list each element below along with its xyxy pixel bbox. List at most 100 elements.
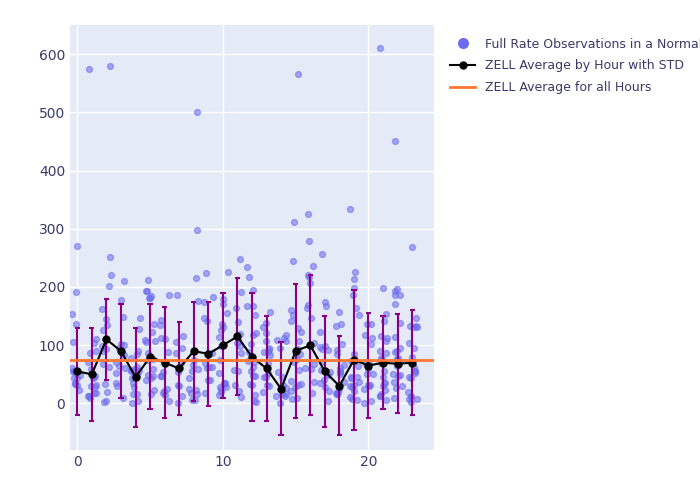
- Full Rate Observations in a Normal Point: [232, 335, 243, 343]
- Full Rate Observations in a Normal Point: [186, 388, 197, 396]
- Full Rate Observations in a Normal Point: [172, 291, 183, 299]
- Full Rate Observations in a Normal Point: [348, 276, 359, 283]
- Full Rate Observations in a Normal Point: [143, 276, 154, 284]
- Full Rate Observations in a Normal Point: [366, 334, 377, 342]
- Full Rate Observations in a Normal Point: [278, 381, 289, 389]
- Full Rate Observations in a Normal Point: [98, 360, 109, 368]
- Full Rate Observations in a Normal Point: [250, 310, 261, 318]
- Full Rate Observations in a Normal Point: [365, 320, 377, 328]
- Full Rate Observations in a Normal Point: [191, 226, 202, 234]
- Full Rate Observations in a Normal Point: [113, 362, 125, 370]
- Full Rate Observations in a Normal Point: [146, 390, 157, 398]
- Full Rate Observations in a Normal Point: [332, 346, 343, 354]
- Full Rate Observations in a Normal Point: [120, 364, 131, 372]
- Full Rate Observations in a Normal Point: [321, 302, 332, 310]
- Full Rate Observations in a Normal Point: [203, 376, 214, 384]
- Full Rate Observations in a Normal Point: [295, 380, 306, 388]
- Full Rate Observations in a Normal Point: [69, 379, 80, 387]
- Full Rate Observations in a Normal Point: [363, 360, 374, 368]
- Full Rate Observations in a Normal Point: [139, 336, 150, 344]
- Full Rate Observations in a Normal Point: [103, 282, 114, 290]
- Full Rate Observations in a Normal Point: [198, 314, 209, 322]
- Full Rate Observations in a Normal Point: [97, 342, 108, 350]
- Full Rate Observations in a Normal Point: [289, 218, 300, 226]
- Full Rate Observations in a Normal Point: [186, 366, 197, 374]
- Full Rate Observations in a Normal Point: [279, 392, 290, 400]
- Full Rate Observations in a Normal Point: [288, 257, 299, 265]
- Full Rate Observations in a Normal Point: [377, 374, 388, 382]
- Full Rate Observations in a Normal Point: [293, 338, 304, 345]
- Full Rate Observations in a Normal Point: [410, 367, 421, 375]
- Full Rate Observations in a Normal Point: [117, 394, 128, 402]
- Full Rate Observations in a Normal Point: [245, 340, 256, 348]
- Full Rate Observations in a Normal Point: [234, 387, 245, 395]
- ZELL Average by Hour with STD: [204, 351, 213, 357]
- Full Rate Observations in a Normal Point: [189, 356, 200, 364]
- Full Rate Observations in a Normal Point: [214, 356, 225, 364]
- Full Rate Observations in a Normal Point: [89, 388, 100, 396]
- Full Rate Observations in a Normal Point: [247, 331, 258, 339]
- Full Rate Observations in a Normal Point: [330, 322, 342, 330]
- Full Rate Observations in a Normal Point: [90, 389, 101, 397]
- Full Rate Observations in a Normal Point: [260, 320, 272, 328]
- Full Rate Observations in a Normal Point: [190, 274, 202, 282]
- Full Rate Observations in a Normal Point: [395, 344, 406, 352]
- Full Rate Observations in a Normal Point: [263, 346, 274, 354]
- Full Rate Observations in a Normal Point: [158, 389, 169, 397]
- Full Rate Observations in a Normal Point: [125, 354, 136, 362]
- ZELL Average by Hour with STD: [190, 348, 198, 354]
- Full Rate Observations in a Normal Point: [378, 379, 389, 387]
- Full Rate Observations in a Normal Point: [218, 300, 229, 308]
- Full Rate Observations in a Normal Point: [344, 205, 356, 213]
- Full Rate Observations in a Normal Point: [332, 390, 343, 398]
- Full Rate Observations in a Normal Point: [100, 314, 111, 322]
- Full Rate Observations in a Normal Point: [230, 381, 241, 389]
- Full Rate Observations in a Normal Point: [132, 350, 143, 358]
- Full Rate Observations in a Normal Point: [248, 398, 259, 406]
- Full Rate Observations in a Normal Point: [316, 345, 328, 353]
- ZELL Average by Hour with STD: [291, 348, 300, 354]
- ZELL Average by Hour with STD: [233, 334, 242, 340]
- Full Rate Observations in a Normal Point: [265, 308, 276, 316]
- Full Rate Observations in a Normal Point: [146, 328, 158, 336]
- Full Rate Observations in a Normal Point: [111, 382, 122, 390]
- Full Rate Observations in a Normal Point: [117, 313, 128, 321]
- Full Rate Observations in a Normal Point: [242, 356, 253, 364]
- Full Rate Observations in a Normal Point: [84, 348, 95, 356]
- Full Rate Observations in a Normal Point: [349, 284, 360, 292]
- Full Rate Observations in a Normal Point: [272, 368, 284, 376]
- Full Rate Observations in a Normal Point: [173, 368, 184, 376]
- Full Rate Observations in a Normal Point: [83, 392, 94, 400]
- Full Rate Observations in a Normal Point: [333, 308, 344, 316]
- Full Rate Observations in a Normal Point: [222, 310, 233, 318]
- ZELL Average by Hour with STD: [350, 357, 358, 363]
- ZELL Average by Hour with STD: [132, 374, 140, 380]
- Full Rate Observations in a Normal Point: [203, 363, 214, 371]
- Full Rate Observations in a Normal Point: [285, 306, 296, 314]
- Full Rate Observations in a Normal Point: [215, 385, 226, 393]
- Full Rate Observations in a Normal Point: [348, 291, 359, 299]
- Full Rate Observations in a Normal Point: [382, 334, 393, 342]
- Full Rate Observations in a Normal Point: [86, 365, 97, 373]
- Full Rate Observations in a Normal Point: [173, 364, 184, 372]
- Full Rate Observations in a Normal Point: [247, 372, 258, 380]
- Full Rate Observations in a Normal Point: [361, 320, 372, 328]
- Full Rate Observations in a Normal Point: [405, 374, 416, 382]
- Full Rate Observations in a Normal Point: [171, 350, 182, 358]
- Full Rate Observations in a Normal Point: [215, 383, 226, 391]
- Full Rate Observations in a Normal Point: [302, 304, 313, 312]
- Full Rate Observations in a Normal Point: [183, 384, 195, 392]
- Full Rate Observations in a Normal Point: [89, 372, 100, 380]
- Full Rate Observations in a Normal Point: [293, 70, 304, 78]
- Full Rate Observations in a Normal Point: [90, 381, 101, 389]
- Full Rate Observations in a Normal Point: [286, 395, 297, 403]
- Full Rate Observations in a Normal Point: [350, 304, 361, 312]
- Full Rate Observations in a Normal Point: [349, 380, 360, 388]
- Full Rate Observations in a Normal Point: [111, 379, 122, 387]
- Full Rate Observations in a Normal Point: [263, 344, 274, 352]
- Full Rate Observations in a Normal Point: [218, 380, 230, 388]
- Full Rate Observations in a Normal Point: [379, 316, 390, 324]
- Full Rate Observations in a Normal Point: [148, 372, 159, 380]
- Full Rate Observations in a Normal Point: [219, 378, 230, 386]
- Full Rate Observations in a Normal Point: [375, 332, 386, 340]
